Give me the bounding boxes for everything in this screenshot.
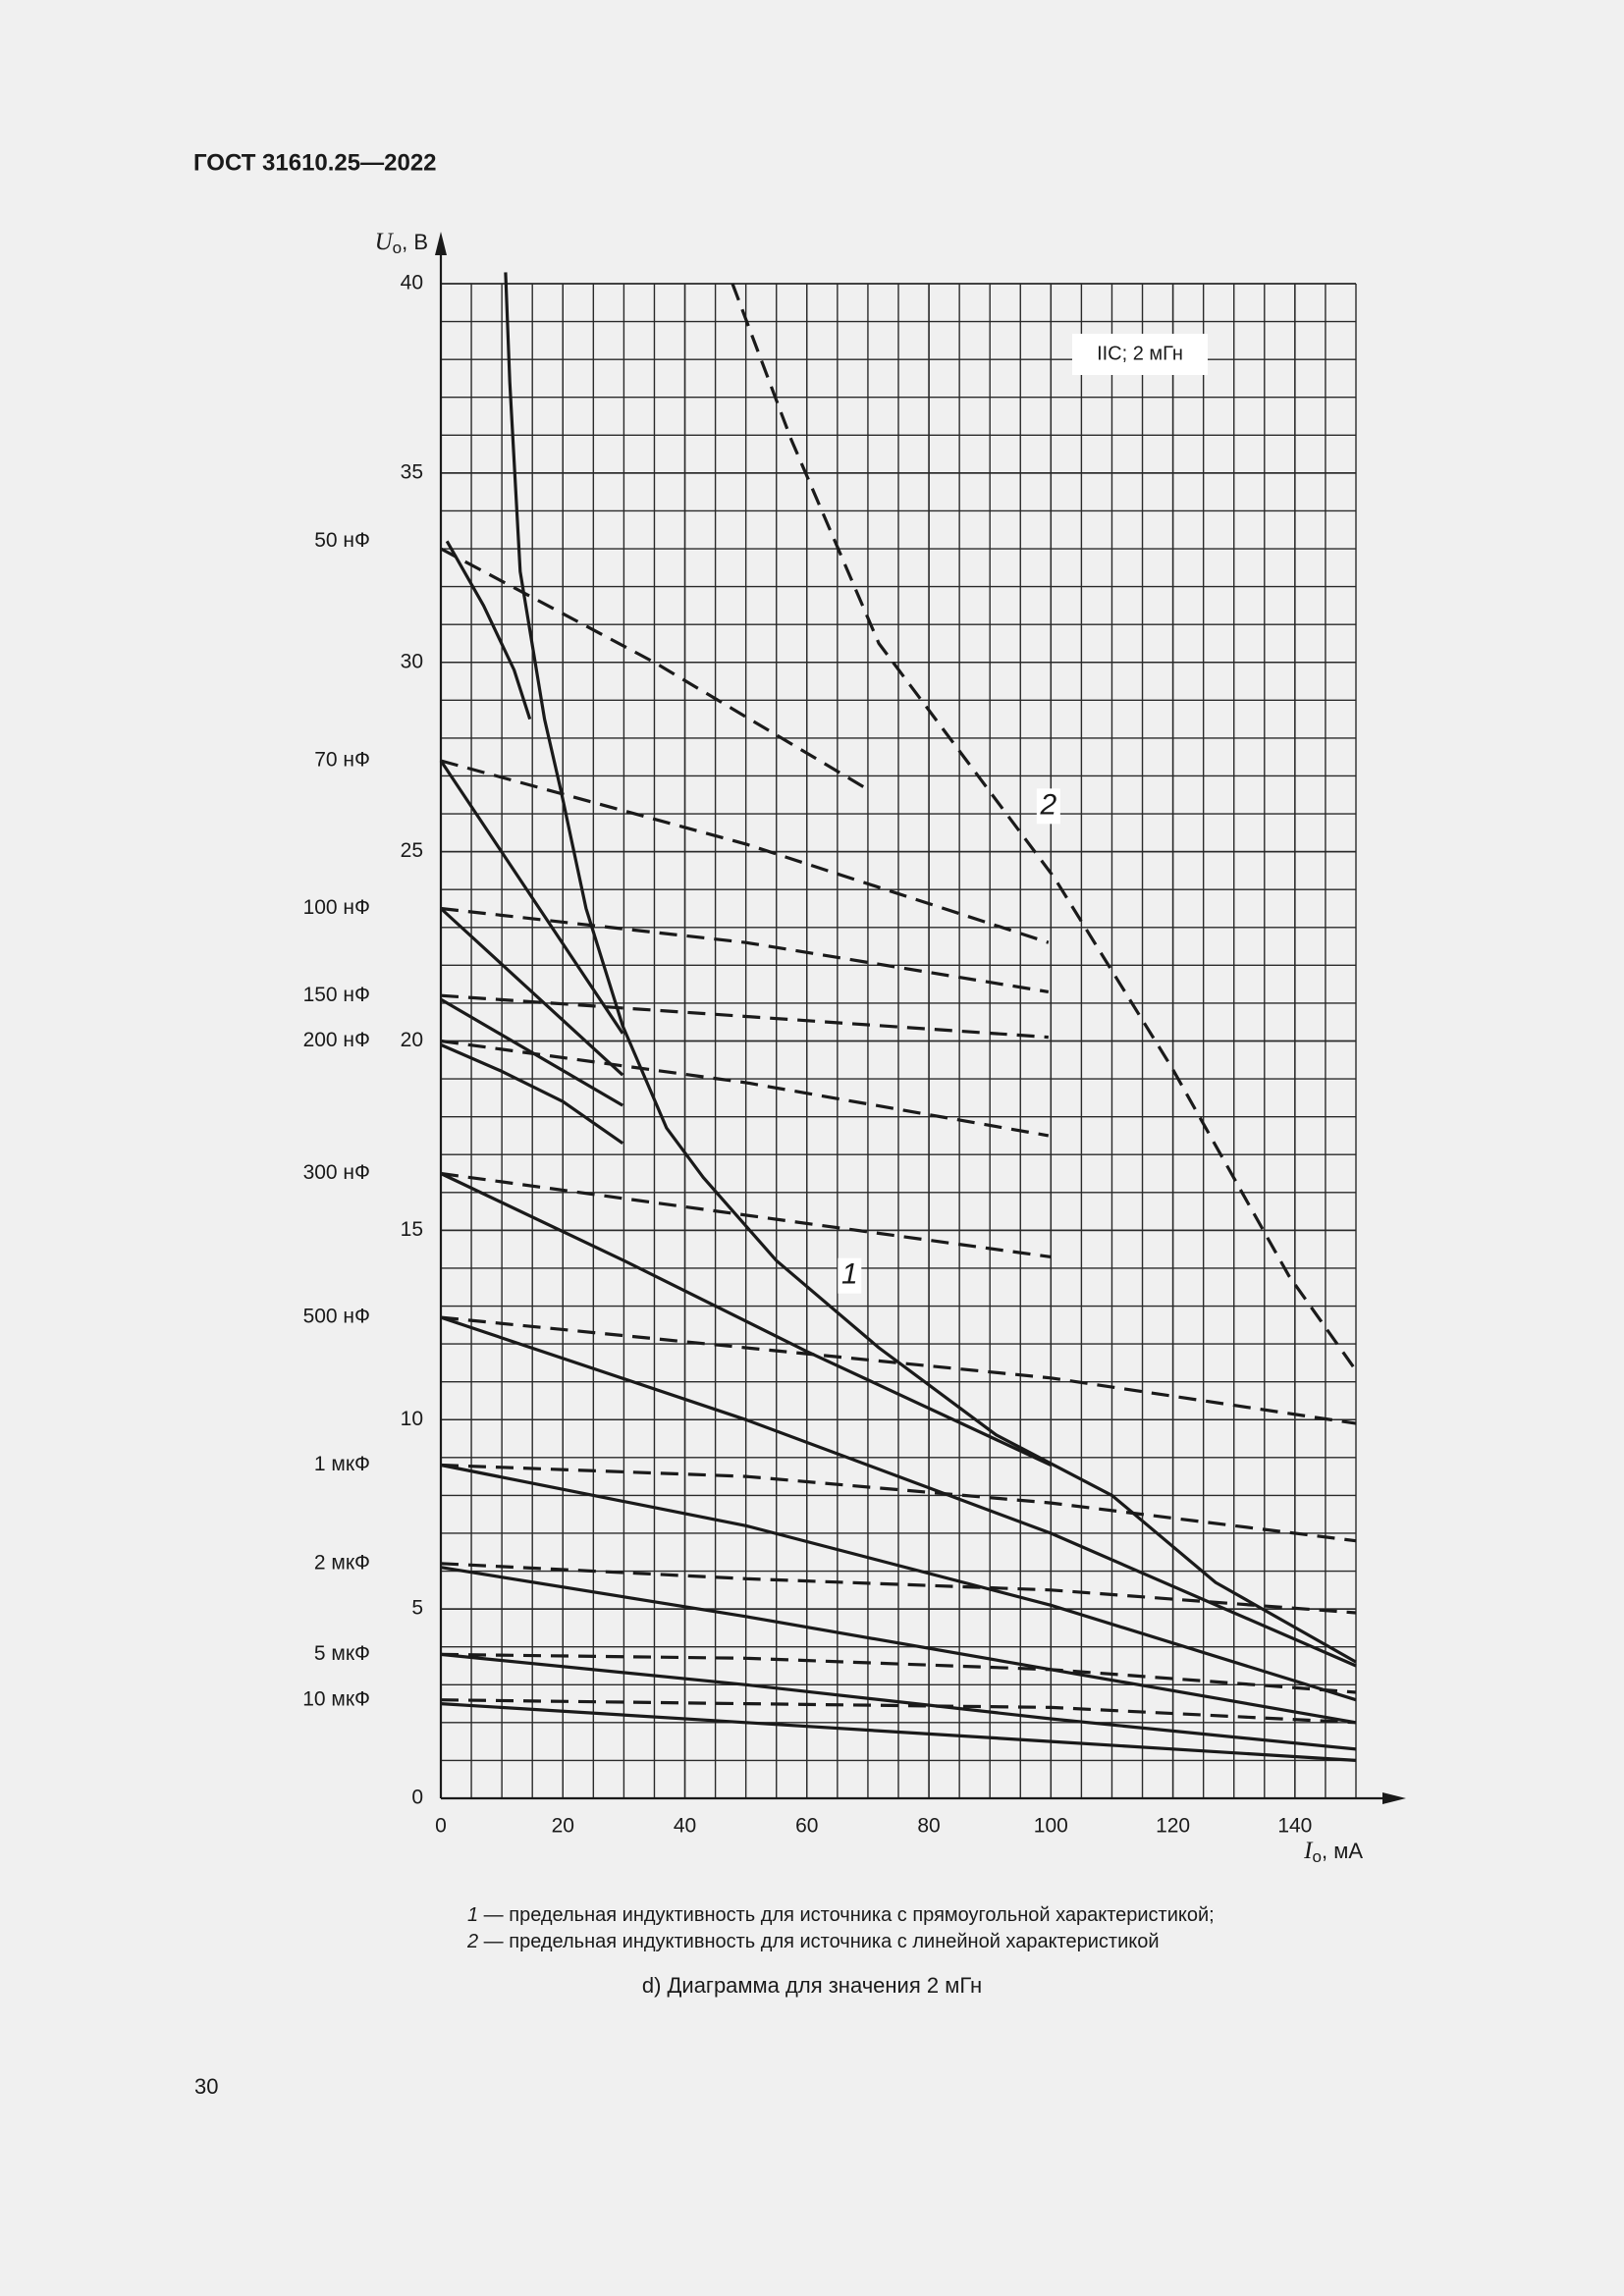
curve-label: 2 (1040, 788, 1057, 821)
dashed-curve (440, 1652, 1357, 1694)
solid-curve (440, 1463, 1357, 1702)
capacitance-label: 1 мкФ (314, 1453, 370, 1475)
axis-label-subscript: о (1313, 1847, 1322, 1866)
capacitance-label: 5 мкФ (314, 1642, 370, 1665)
figure-caption: d) Диаграмма для значения 2 мГн (642, 1973, 982, 1998)
page-number: 30 (194, 2074, 218, 2099)
axis-label-symbol: I (1303, 1838, 1314, 1864)
capacitance-label: 2 мкФ (314, 1551, 370, 1574)
solid-curve (439, 760, 624, 1035)
solid-curve (440, 1042, 624, 1146)
dashed-curve (440, 1463, 1357, 1543)
x-tick-label: 120 (1156, 1815, 1190, 1838)
y-tick-label: 5 (411, 1597, 423, 1620)
x-axis-arrow (1382, 1792, 1406, 1804)
header-title: ГОСТ 31610.25—2022 (193, 149, 437, 176)
capacitance-label: 50 нФ (314, 529, 370, 552)
dashed-curve (731, 283, 1358, 1372)
solid-curve (440, 1702, 1357, 1762)
x-tick-label: 80 (917, 1815, 940, 1838)
capacitance-label: 300 нФ (303, 1161, 370, 1184)
y-tick-label: 15 (401, 1218, 423, 1241)
solid-curve (440, 1566, 1357, 1725)
note-key: 1 (467, 1904, 478, 1926)
y-tick-label: 10 (401, 1408, 423, 1430)
axis-label-unit: , В (402, 230, 428, 254)
note-text: — предельная индуктивность для источника… (478, 1931, 1159, 1952)
solid-curve (445, 540, 532, 721)
dashed-curve (440, 1315, 1357, 1425)
y-tick-label: 30 (401, 650, 423, 672)
x-tick-label: 140 (1277, 1815, 1312, 1838)
y-tick-label: 40 (401, 272, 423, 294)
solid-curve (440, 1652, 1357, 1751)
dashed-curve (440, 1698, 1357, 1725)
x-tick-label: 20 (552, 1815, 574, 1838)
x-tick-label: 100 (1034, 1815, 1068, 1838)
solid-curve (440, 1315, 1357, 1668)
curve-label: 1 (841, 1258, 858, 1291)
capacitance-label: 70 нФ (314, 749, 370, 772)
note-text: — предельная индуктивность для источника… (478, 1904, 1215, 1926)
solid-curve (439, 907, 624, 1077)
dashed-curve (440, 1039, 1050, 1138)
y-axis-arrow (435, 232, 447, 255)
dashed-curve (440, 547, 866, 789)
capacitance-label: 200 нФ (303, 1029, 370, 1051)
note-key: 2 (466, 1931, 478, 1952)
x-tick-label: 0 (435, 1815, 447, 1838)
axis-label: Iо, мА (1303, 1838, 1363, 1867)
axis-label: Uо, В (375, 229, 428, 258)
capacitance-label: 10 мкФ (302, 1687, 370, 1710)
note: 2 — предельная индуктивность для источни… (466, 1931, 1160, 1952)
x-tick-label: 60 (795, 1815, 818, 1838)
curve-label-bg (838, 1257, 862, 1294)
capacitance-label: 100 нФ (303, 896, 370, 919)
y-tick-label: 0 (411, 1787, 423, 1809)
axis-label-symbol: U (375, 229, 395, 255)
y-tick-label: 25 (401, 839, 423, 862)
dashed-curve (440, 1171, 1052, 1258)
axis-label-subscript: о (393, 239, 402, 257)
annotation: IIC; 2 мГн (1097, 343, 1183, 364)
dashed-curve (440, 1562, 1357, 1615)
capacitance-label: 150 нФ (303, 984, 370, 1006)
annotation-box (1072, 334, 1208, 375)
y-tick-label: 35 (401, 460, 423, 483)
dashed-curve (440, 993, 1049, 1040)
capacitance-label: 500 нФ (303, 1306, 370, 1328)
axis-label-unit: , мА (1322, 1839, 1363, 1863)
x-tick-label: 40 (674, 1815, 696, 1838)
y-tick-label: 20 (401, 1029, 423, 1051)
solid-curve (504, 272, 1357, 1664)
solid-curve (440, 1172, 1052, 1467)
dashed-curve (440, 759, 1050, 944)
dashed-curve (440, 906, 1050, 993)
curve-label-bg (1036, 788, 1060, 825)
note: 1 — предельная индуктивность для источни… (467, 1904, 1215, 1926)
